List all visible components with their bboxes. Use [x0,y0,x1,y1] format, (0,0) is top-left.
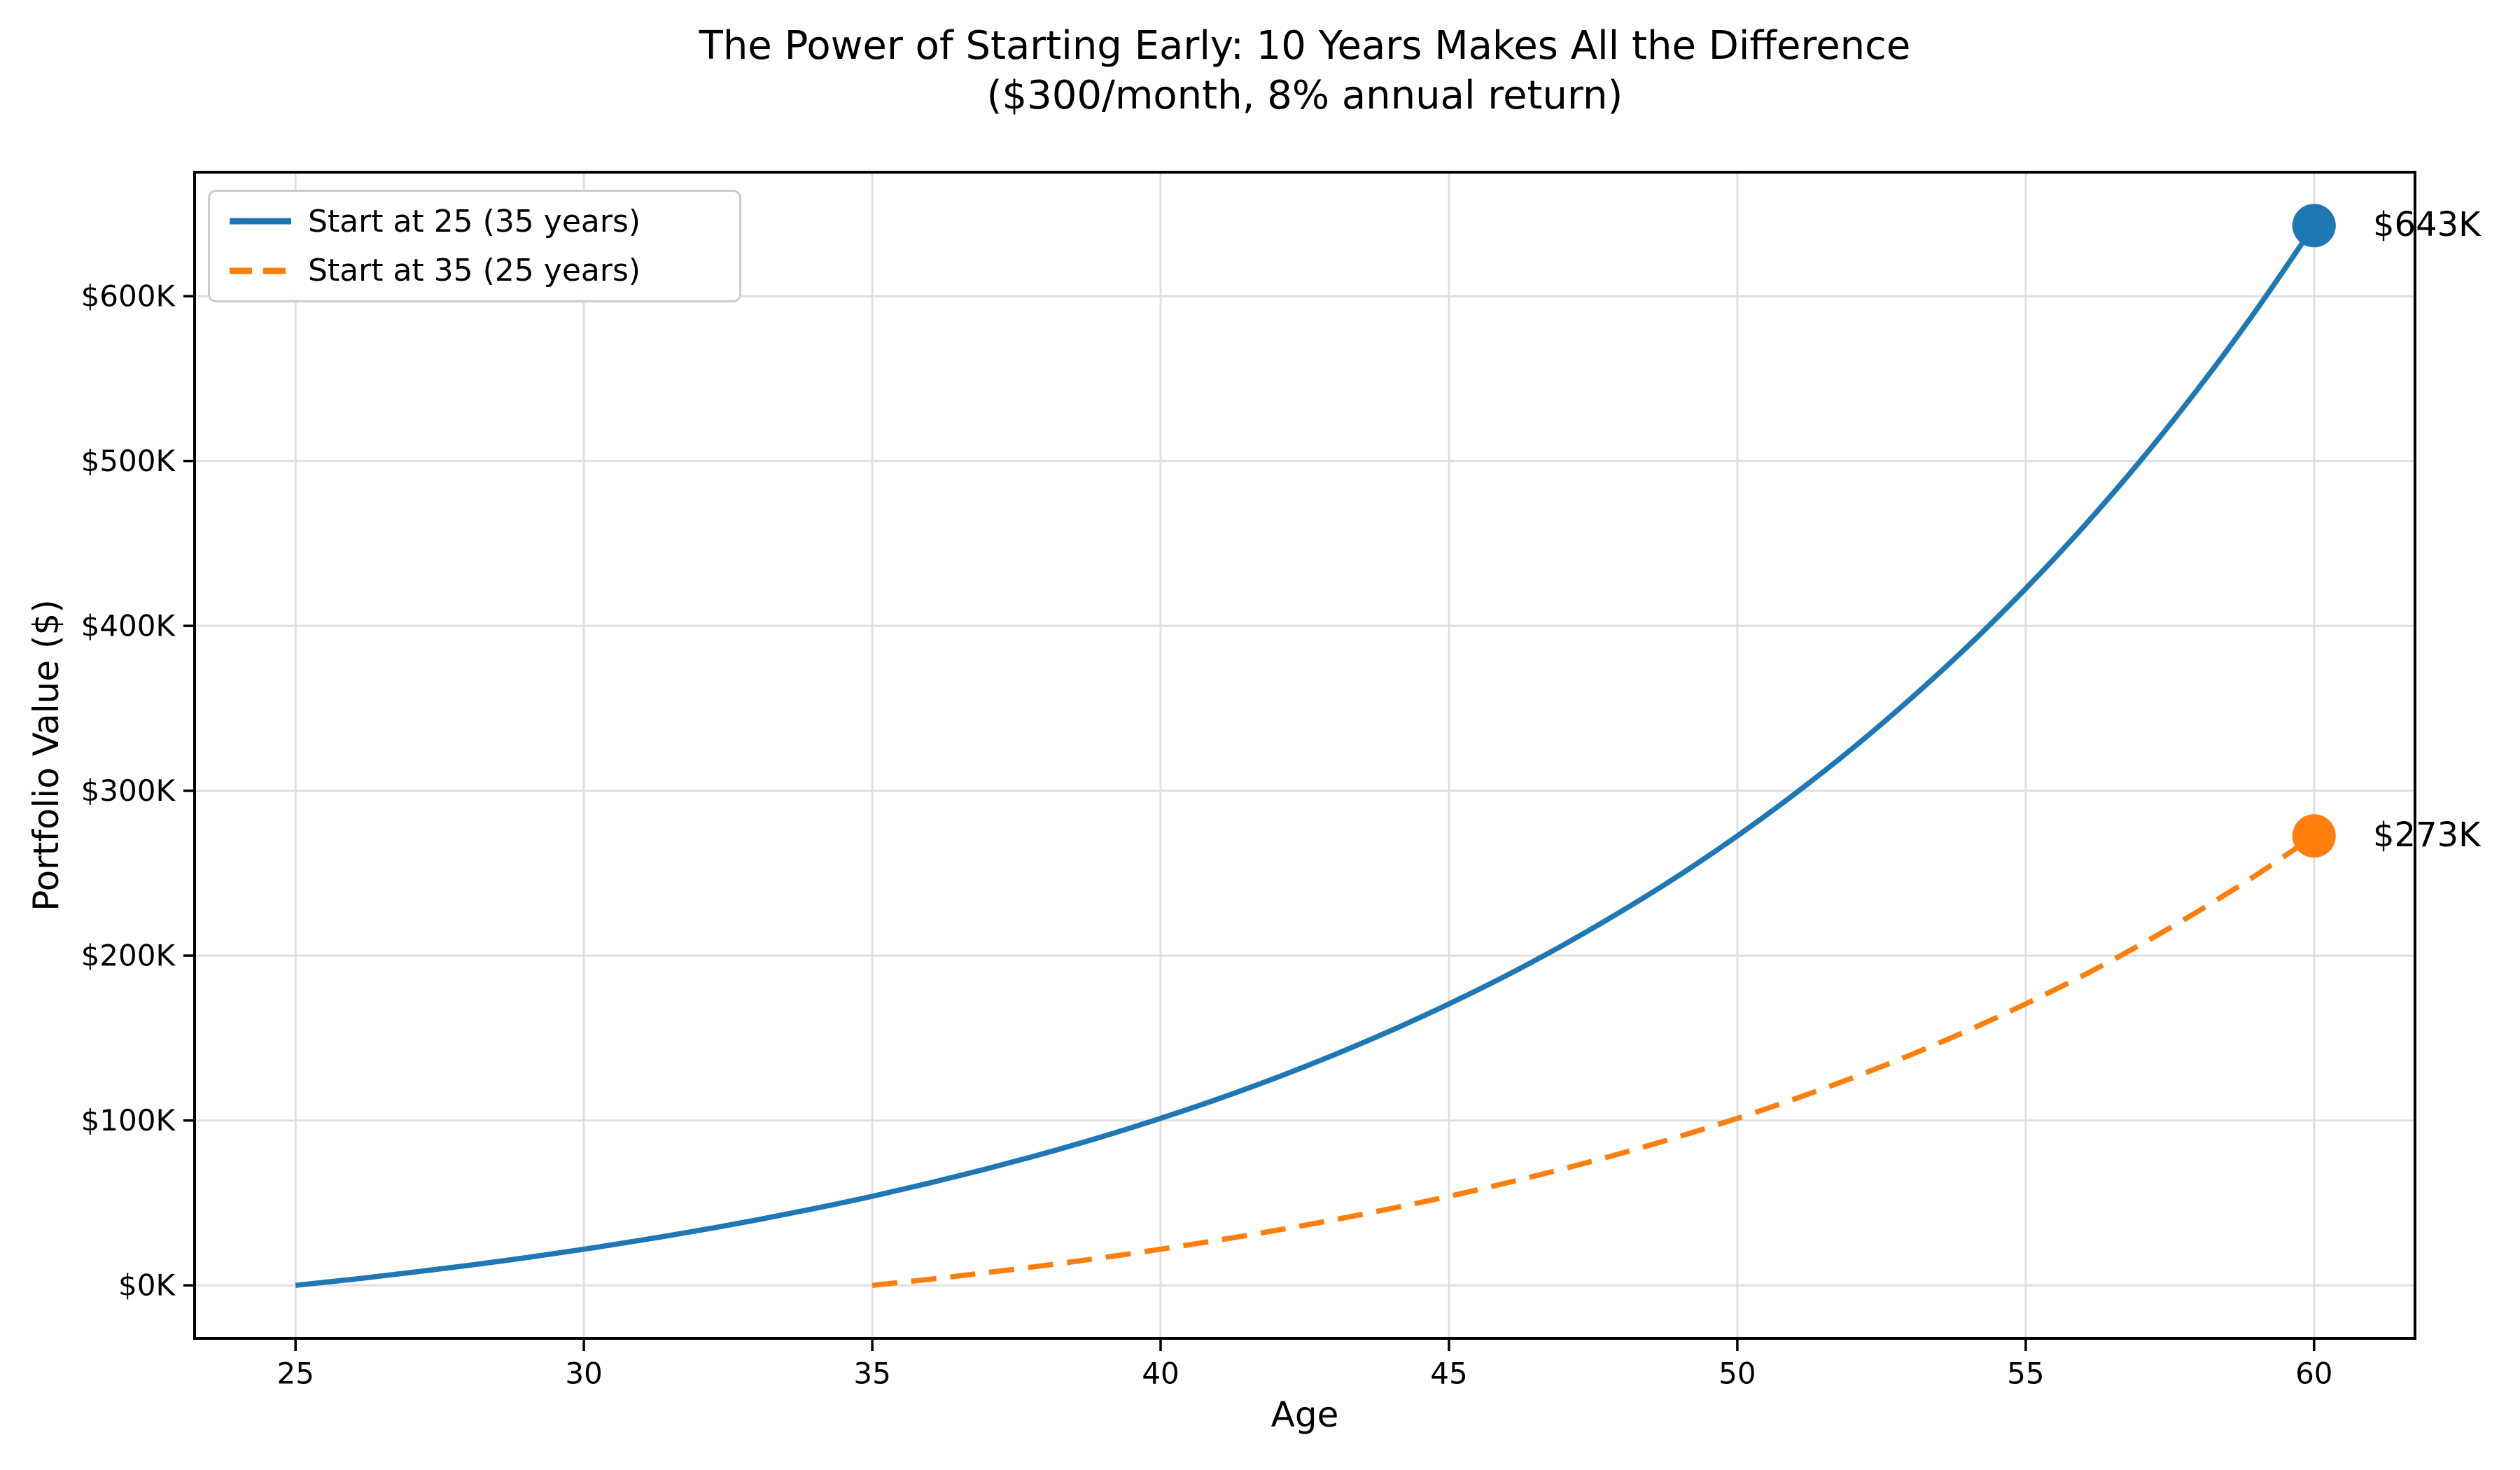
legend-line-sample-solid [230,218,291,225]
y-axis-title: Portfolio Value ($) [26,599,66,911]
chart-title: The Power of Starting Early: 10 Years Ma… [699,21,1911,120]
y-tick-label: $300K [81,774,176,808]
legend-item-start-35: Start at 35 (25 years) [228,248,732,293]
axes-spines [193,171,2416,1340]
y-tick-label: $600K [81,279,176,314]
legend-line-sample-dashed [230,267,291,274]
x-tick-label: 30 [565,1357,602,1391]
series-line-start-35 [872,834,2316,1288]
x-tick-label: 45 [1430,1357,1467,1391]
legend: Start at 25 (35 years) Start at 35 (25 y… [208,190,741,302]
x-tick-label: 35 [853,1357,890,1391]
chart-title-line2: ($300/month, 8% annual return) [986,73,1623,118]
y-tick-label: $400K [81,609,176,643]
x-tick-label: 40 [1142,1357,1179,1391]
x-tick-label: 50 [1718,1357,1756,1391]
x-tick-label: 55 [2007,1357,2044,1391]
y-tick-label: $500K [81,444,176,478]
legend-item-start-25: Start at 25 (35 years) [228,199,732,244]
chart-title-line1: The Power of Starting Early: 10 Years Ma… [699,23,1911,69]
y-tick-label: $100K [81,1103,176,1138]
x-tick-label: 25 [276,1357,314,1391]
series-line-start-25 [295,224,2316,1288]
x-axis-title: Age [1270,1394,1339,1435]
y-tick-label: $0K [118,1268,176,1303]
end-value-label-start-25: $643K [2373,204,2481,244]
x-tick-label: 60 [2295,1357,2332,1391]
legend-label-start-35: Start at 35 (25 years) [308,253,641,289]
legend-label-start-25: Start at 25 (35 years) [308,203,641,239]
end-marker-start-35 [2292,814,2336,858]
end-marker-start-25 [2292,204,2336,248]
y-tick-label: $200K [81,939,176,973]
end-value-label-start-35: $273K [2373,815,2481,855]
